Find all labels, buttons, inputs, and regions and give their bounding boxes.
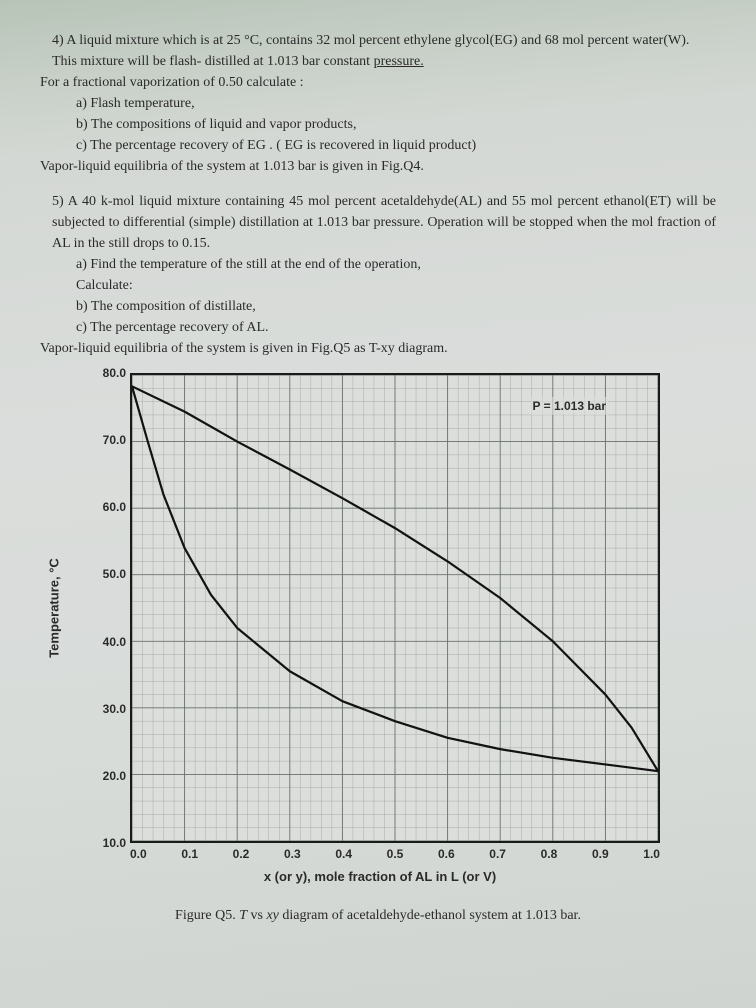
xtick: 0.6 (438, 845, 455, 863)
figure-caption: Figure Q5. T vs xy diagram of acetaldehy… (40, 905, 716, 926)
y-axis-label: Temperature, °C (44, 558, 64, 658)
q4-pressure: pressure. (374, 54, 424, 69)
ytick: 70.0 (98, 431, 126, 449)
xtick: 0.4 (335, 845, 352, 863)
caption-text: xy (266, 908, 278, 923)
caption-text: Figure Q5. (175, 908, 239, 923)
xtick: 1.0 (643, 845, 660, 863)
xtick: 0.9 (592, 845, 609, 863)
q5-intro: 5) A 40 k-mol liquid mixture containing … (52, 191, 716, 254)
q4-tail: Vapor-liquid equilibria of the system at… (40, 156, 716, 177)
plot-svg (132, 375, 658, 841)
q4-b: b) The compositions of liquid and vapor … (76, 114, 716, 135)
ytick: 50.0 (98, 565, 126, 583)
q4-lead: For a fractional vaporization of 0.50 ca… (40, 72, 716, 93)
xtick: 0.0 (130, 845, 147, 863)
ytick: 20.0 (98, 767, 126, 785)
caption-text: T (239, 908, 247, 923)
q4-c: c) The percentage recovery of EG . ( EG … (76, 135, 716, 156)
xtick: 0.2 (233, 845, 250, 863)
xtick: 0.7 (489, 845, 506, 863)
q5-calc: Calculate: (76, 275, 716, 296)
txy-chart: Temperature, °C 80.0 70.0 60.0 50.0 40.0… (100, 373, 696, 887)
ytick: 80.0 (98, 364, 126, 382)
x-axis-label: x (or y), mole fraction of AL in L (or V… (100, 867, 660, 887)
question-4: 4) A liquid mixture which is at 25 °C, c… (40, 30, 716, 177)
q4-a: a) Flash temperature, (76, 93, 716, 114)
x-ticks: 0.0 0.1 0.2 0.3 0.4 0.5 0.6 0.7 0.8 0.9 … (130, 845, 660, 863)
pressure-annotation: P = 1.013 bar (531, 397, 609, 415)
xtick: 0.5 (387, 845, 404, 863)
ytick: 30.0 (98, 700, 126, 718)
xtick: 0.8 (541, 845, 558, 863)
ytick: 60.0 (98, 498, 126, 516)
caption-text: vs (247, 908, 266, 923)
q5-tail: Vapor-liquid equilibria of the system is… (40, 338, 716, 359)
question-5: 5) A 40 k-mol liquid mixture containing … (40, 191, 716, 359)
ytick: 10.0 (98, 834, 126, 852)
q5-a: a) Find the temperature of the still at … (76, 254, 716, 275)
plot-area: P = 1.013 bar (130, 373, 660, 843)
caption-text: diagram of acetaldehyde-ethanol system a… (279, 908, 581, 923)
xtick: 0.1 (181, 845, 198, 863)
ytick: 40.0 (98, 633, 126, 651)
q5-b: b) The composition of distillate, (76, 296, 716, 317)
q5-c: c) The percentage recovery of AL. (76, 317, 716, 338)
q4-intro: 4) A liquid mixture which is at 25 °C, c… (52, 33, 689, 69)
xtick: 0.3 (284, 845, 301, 863)
